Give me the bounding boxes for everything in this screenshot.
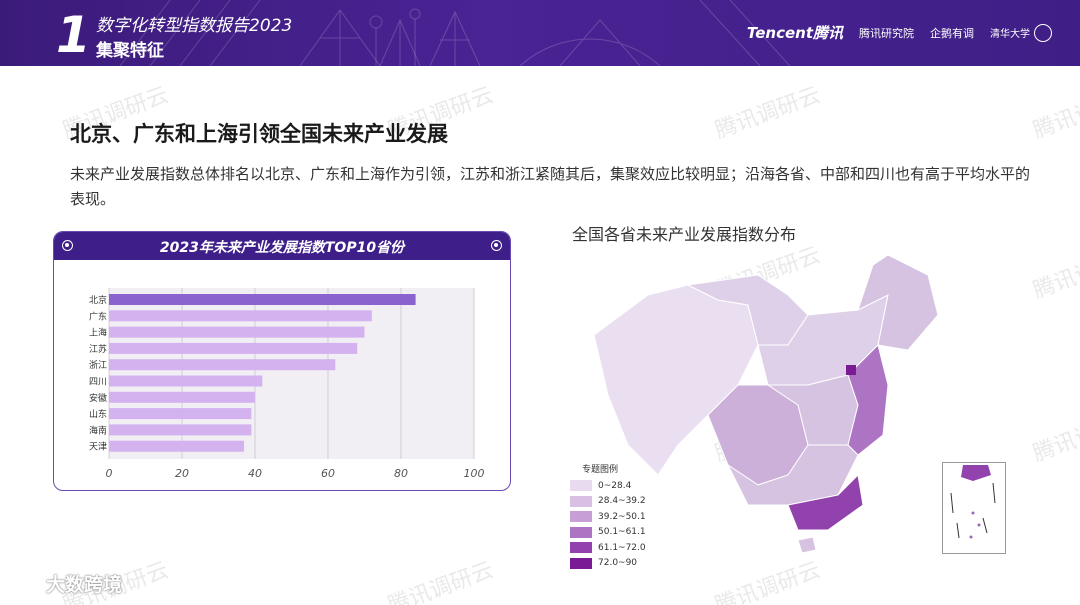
- legend-label: 28.4~39.2: [598, 496, 646, 507]
- legend-item: 39.2~50.1: [570, 509, 646, 525]
- map-region-guangdong: [787, 473, 864, 531]
- page-title: 北京、广东和上海引领全国未来产业发展: [70, 122, 448, 146]
- partner-logo: 企鹅有调: [930, 26, 974, 40]
- map-region-east: [847, 344, 889, 456]
- legend-label: 61.1~72.0: [598, 542, 646, 553]
- legend-swatch: [570, 511, 592, 523]
- tencent-logo: Tencent腾讯: [746, 24, 843, 42]
- description-text: 未来产业发展指数总体排名以北京、广东和上海作为引领，江苏和浙江紧随其后，集聚效应…: [70, 165, 1031, 208]
- legend-label: 39.2~50.1: [598, 511, 646, 522]
- bar: [109, 440, 245, 452]
- x-tick-label: 0: [106, 467, 113, 480]
- legend-swatch: [570, 557, 592, 569]
- map-region-northeast: [857, 254, 939, 351]
- legend-item: 28.4~39.2: [570, 494, 646, 510]
- bar: [109, 342, 358, 354]
- bar: [109, 375, 263, 387]
- bar: [109, 408, 252, 420]
- section-subtitle: 集聚特征: [96, 41, 164, 61]
- legend-item: 50.1~61.1: [570, 525, 646, 541]
- x-tick-label: 80: [394, 467, 408, 480]
- map-region-beijing: [846, 365, 856, 375]
- y-tick-label: 安徽: [89, 392, 107, 404]
- bullet-icon: [491, 240, 502, 251]
- legend-swatch: [570, 526, 592, 538]
- bar-chart-panel: 2023年未来产业发展指数TOP10省份 0 20 40 60 80 100 北京广东上海江…: [53, 231, 511, 491]
- inset-map: [950, 465, 996, 539]
- x-tick-label: 20: [175, 467, 189, 480]
- bullet-icon: [62, 240, 73, 251]
- legend-label: 50.1~61.1: [598, 527, 646, 538]
- footer-brand: 大数跨境: [12, 570, 122, 597]
- panel-header: 2023年未来产业发展指数TOP10省份: [54, 232, 510, 260]
- research-institute-logo: 腾讯研究院: [859, 26, 914, 40]
- x-tick-label: 100: [464, 467, 485, 480]
- map-region-south: [726, 444, 859, 506]
- watermark: 腾讯调研云: [1029, 242, 1080, 304]
- legend-swatch: [570, 542, 592, 554]
- legend-title: 专题图例: [582, 465, 619, 475]
- legend-label: 72.0~90: [598, 558, 638, 569]
- watermark: 腾讯调研云: [711, 82, 824, 144]
- brand-name: 大数跨境: [46, 574, 123, 596]
- map-legend: 专题图例 0~28.4 28.4~39.2 39.2~50.1 50.1~61.1 61…: [570, 462, 646, 571]
- map-title: 全国各省未来产业发展指数分布: [572, 225, 797, 244]
- bar: [109, 391, 255, 403]
- y-tick-label: 山东: [89, 408, 107, 420]
- south-china-sea-inset: [942, 462, 1006, 554]
- legend-item: 72.0~90: [570, 556, 646, 572]
- legend-label: 0~28.4: [598, 480, 632, 491]
- bar: [109, 359, 336, 371]
- legend-item: 0~28.4: [570, 478, 646, 494]
- y-tick-label: 江苏: [89, 343, 107, 355]
- legend-swatch: [570, 495, 592, 507]
- bar: [109, 424, 252, 436]
- china-choropleth-map: [593, 254, 939, 554]
- watermark: 腾讯调研云: [1029, 405, 1080, 467]
- legend-swatch: [570, 480, 592, 492]
- bar: [109, 326, 365, 338]
- y-tick-label: 上海: [89, 327, 107, 339]
- section-number: 1: [56, 6, 91, 64]
- y-tick-label: 四川: [89, 378, 107, 388]
- watermark: 腾讯调研云: [384, 557, 497, 605]
- x-tick-label: 40: [248, 467, 262, 480]
- y-tick-label: 海南: [89, 424, 107, 436]
- report-title: 数字化转型指数报告2023: [96, 16, 293, 36]
- bar: [109, 294, 416, 305]
- y-tick-label: 北京: [89, 294, 107, 306]
- tsinghua-logo: 清华大学: [990, 23, 1052, 42]
- brand-icon: [12, 574, 40, 593]
- watermark: 腾讯调研云: [1029, 82, 1080, 144]
- bar: [109, 310, 372, 322]
- bar-chart-title: 2023年未来产业发展指数TOP10省份: [159, 240, 405, 256]
- x-tick-label: 60: [321, 467, 335, 480]
- map-region-hainan: [797, 536, 817, 554]
- tsinghua-seal-icon: [1034, 23, 1052, 42]
- partner-logos: Tencent腾讯 腾讯研究院 企鹅有调 清华大学: [747, 22, 1052, 43]
- y-tick-label: 浙江: [89, 359, 107, 371]
- y-tick-label: 广东: [89, 310, 107, 322]
- legend-item: 61.1~72.0: [570, 540, 646, 556]
- header-banner: 1 数字化转型指数报告2023 集聚特征 Tencent腾讯 腾讯研究院 企鹅有…: [0, 0, 1080, 66]
- header-decoration: [119, 0, 791, 66]
- y-tick-label: 天津: [89, 442, 107, 453]
